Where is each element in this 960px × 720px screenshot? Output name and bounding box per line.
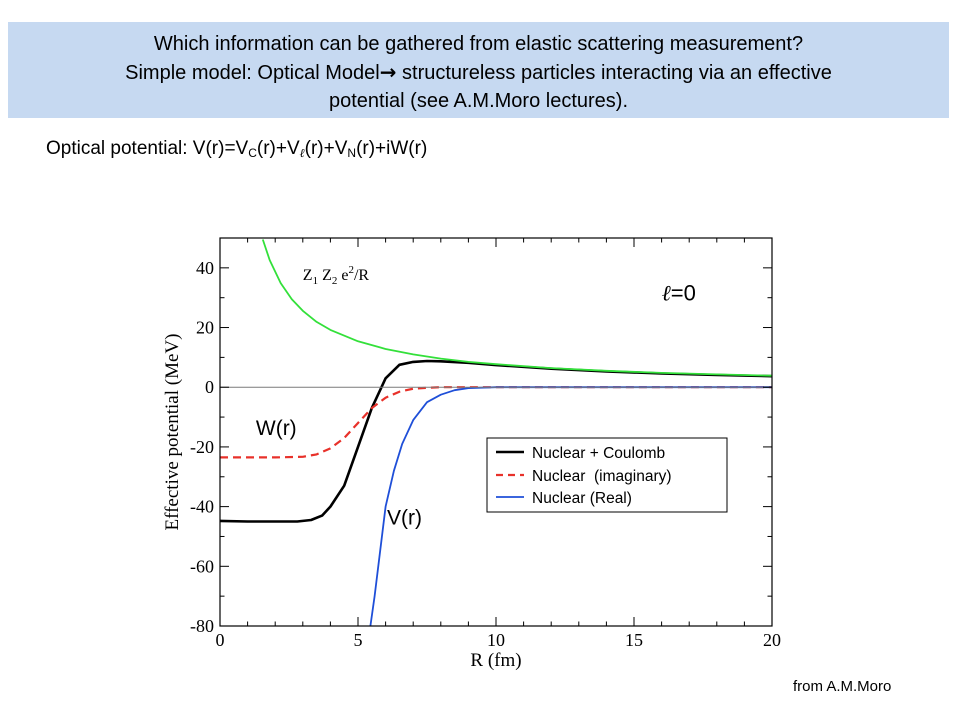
v-r-annotation: V(r) xyxy=(387,507,422,530)
formula-sub-c: C xyxy=(248,146,257,160)
y-tick-label: -20 xyxy=(190,437,214,457)
x-tick-label: 10 xyxy=(487,630,505,650)
y-tick-label: -80 xyxy=(190,616,214,636)
legend-label-nuclear-imaginary: Nuclear (imaginary) xyxy=(532,468,672,485)
w-r-annotation: W(r) xyxy=(256,417,297,440)
header-line-2-b: structureless particles interacting via … xyxy=(396,62,832,84)
x-axis-label: R (fm) xyxy=(470,650,521,671)
header-line-3: potential (see A.M.Moro lectures). xyxy=(328,90,628,112)
y-axis-label: Effective potential (MeV) xyxy=(162,334,183,531)
formula-part-4: (r)+iW(r) xyxy=(356,138,428,159)
x-tick-label: 5 xyxy=(354,630,363,650)
series-coulomb-potential xyxy=(261,239,772,377)
l-zero-annotation: ℓ=0 xyxy=(662,281,696,307)
formula-prefix: Optical potential: V(r)=V xyxy=(46,138,249,159)
y-tick-label: 40 xyxy=(196,258,214,278)
optical-potential-formula: Optical potential: V(r)=VC(r)+Vℓ(r)+VN(r… xyxy=(46,138,427,161)
x-tick-label: 20 xyxy=(763,630,781,650)
x-tick-label: 0 xyxy=(216,630,225,650)
formula-part-3: (r)+V xyxy=(304,138,348,159)
legend-box xyxy=(486,437,728,513)
effective-potential-chart: 0 5 10 15 20 -80 -60 -40 -20 0 20 40 R (fm) Effecti… xyxy=(162,237,781,671)
arrow-right-icon: → xyxy=(379,60,397,84)
header-line-2: Simple model: Optical Model→ structurele… xyxy=(8,58,949,87)
y-tick-label: -40 xyxy=(190,497,214,517)
legend: Nuclear + Coulomb Nuclear (imaginary) Nu… xyxy=(486,437,728,513)
header-line-1: Which information can be gathered from e… xyxy=(153,33,804,55)
header-line-2-a: Simple model: Optical Model xyxy=(125,62,380,84)
x-tick-label: 15 xyxy=(625,630,643,650)
source-credit: from A.M.Moro xyxy=(793,678,892,695)
coulomb-annotation: Z1 Z2 e2/R xyxy=(303,264,370,287)
y-tick-label: 0 xyxy=(205,377,214,397)
y-tick-label: 20 xyxy=(196,318,214,338)
header-banner: Which information can be gathered from e… xyxy=(8,22,949,118)
legend-label-nuclear-coulomb: Nuclear + Coulomb xyxy=(532,445,665,462)
y-tick-label: -60 xyxy=(190,556,214,576)
formula-part-2: (r)+V xyxy=(256,138,300,159)
formula-sub-n: N xyxy=(347,146,357,160)
formula-sub-l: ℓ xyxy=(299,146,305,160)
legend-label-nuclear-real: Nuclear (Real) xyxy=(532,490,632,507)
